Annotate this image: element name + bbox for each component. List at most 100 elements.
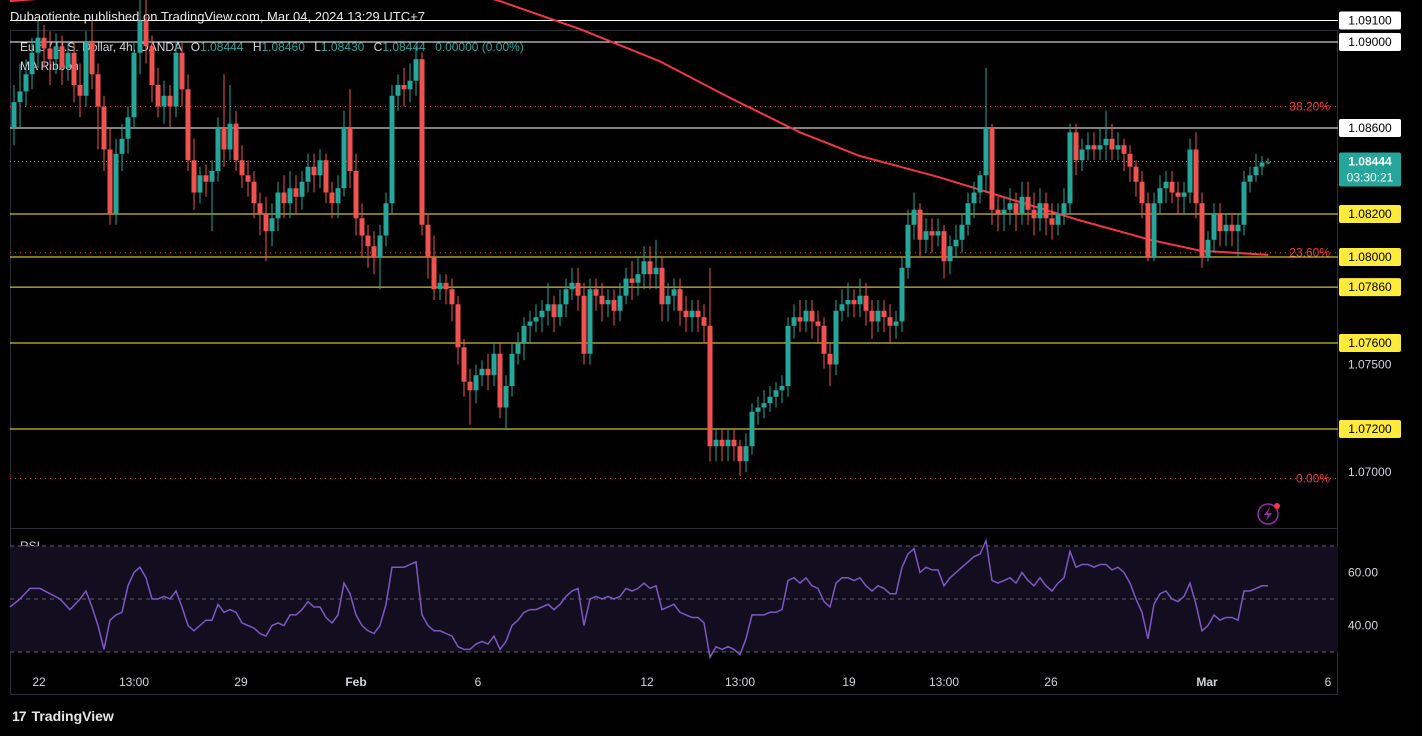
candle-body[interactable] — [587, 289, 593, 354]
candle-body[interactable] — [917, 209, 923, 240]
candle-body[interactable] — [401, 85, 407, 90]
candle-body[interactable] — [491, 353, 497, 376]
candle-body[interactable] — [353, 171, 359, 219]
pane-separator[interactable] — [10, 528, 1338, 529]
candle-body[interactable] — [983, 128, 989, 176]
candle-body[interactable] — [479, 368, 485, 376]
candle-body[interactable] — [1247, 175, 1253, 182]
candle-body[interactable] — [605, 300, 611, 305]
candle-body[interactable] — [251, 181, 257, 204]
candle-body[interactable] — [119, 138, 125, 154]
candle-body[interactable] — [1187, 149, 1193, 193]
candle-body[interactable] — [59, 46, 65, 68]
candle-body[interactable] — [1025, 196, 1031, 210]
candle-body[interactable] — [671, 289, 677, 296]
candle-body[interactable] — [437, 282, 443, 290]
candle-body[interactable] — [719, 439, 725, 447]
candle-body[interactable] — [149, 46, 155, 85]
candle-body[interactable] — [905, 224, 911, 268]
rsi-line[interactable] — [9, 538, 1268, 660]
candle-body[interactable] — [887, 317, 893, 326]
candle-body[interactable] — [497, 353, 503, 408]
candle-body[interactable] — [767, 396, 773, 404]
candle-body[interactable] — [125, 117, 131, 139]
candle-body[interactable] — [113, 153, 119, 214]
candle-body[interactable] — [395, 85, 401, 96]
candle-body[interactable] — [563, 289, 569, 305]
candle-body[interactable] — [1253, 166, 1259, 176]
candle-body[interactable] — [1229, 224, 1235, 232]
candle-body[interactable] — [185, 89, 191, 161]
candle-body[interactable] — [755, 407, 761, 412]
candle-body[interactable] — [173, 52, 179, 107]
candle-body[interactable] — [281, 192, 287, 204]
alert-lightning-icon[interactable] — [1257, 503, 1279, 525]
candle-body[interactable] — [263, 214, 269, 232]
candle-body[interactable] — [233, 123, 239, 161]
candle-body[interactable] — [107, 149, 113, 215]
candle-body[interactable] — [779, 386, 785, 391]
candle-body[interactable] — [419, 59, 425, 225]
candle-body[interactable] — [707, 325, 713, 447]
candle-body[interactable] — [1061, 203, 1067, 214]
candle-body[interactable] — [521, 325, 527, 343]
candle-body[interactable] — [287, 188, 293, 204]
candle-body[interactable] — [935, 231, 941, 236]
candle-body[interactable] — [599, 295, 605, 305]
candle-body[interactable] — [1073, 132, 1079, 161]
candle-body[interactable] — [203, 175, 209, 182]
candle-body[interactable] — [389, 95, 395, 204]
candle-body[interactable] — [569, 282, 575, 290]
candle-body[interactable] — [101, 106, 107, 150]
candle-body[interactable] — [341, 128, 347, 189]
tradingview-brand[interactable]: 17 TradingView — [12, 708, 114, 724]
candle-body[interactable] — [215, 128, 221, 171]
candle-body[interactable] — [293, 188, 299, 197]
candle-body[interactable] — [509, 353, 515, 386]
candle-body[interactable] — [545, 304, 551, 311]
candle-body[interactable] — [857, 295, 863, 305]
candle-body[interactable] — [1199, 203, 1205, 257]
candle-body[interactable] — [95, 74, 101, 107]
candle-body[interactable] — [191, 160, 197, 193]
candle-body[interactable] — [1043, 203, 1049, 219]
candle-body[interactable] — [701, 317, 707, 326]
candle-body[interactable] — [227, 123, 233, 150]
candle-body[interactable] — [629, 278, 635, 283]
candle-body[interactable] — [47, 48, 53, 60]
candle-body[interactable] — [425, 224, 431, 257]
candle-body[interactable] — [359, 218, 365, 236]
candle-body[interactable] — [449, 289, 455, 305]
candle-body[interactable] — [473, 375, 479, 391]
candle-body[interactable] — [221, 128, 227, 150]
candle-body[interactable] — [131, 52, 137, 118]
candle-body[interactable] — [791, 317, 797, 326]
candle-body[interactable] — [1013, 203, 1019, 214]
candle-body[interactable] — [53, 46, 59, 60]
candle-body[interactable] — [695, 310, 701, 318]
candle-body[interactable] — [311, 166, 317, 176]
candle-body[interactable] — [1097, 145, 1103, 150]
candle-body[interactable] — [527, 321, 533, 326]
candle-body[interactable] — [1193, 149, 1199, 204]
candle-body[interactable] — [1241, 181, 1247, 225]
candle-body[interactable] — [371, 246, 377, 257]
candle-body[interactable] — [1091, 145, 1097, 150]
candle-body[interactable] — [749, 411, 755, 447]
candle-body[interactable] — [881, 310, 887, 318]
candle-body[interactable] — [947, 246, 953, 262]
candle-body[interactable] — [731, 439, 737, 447]
candle-body[interactable] — [803, 310, 809, 322]
candle-body[interactable] — [1049, 218, 1055, 225]
candle-body[interactable] — [1265, 162, 1271, 164]
candle-body[interactable] — [971, 192, 977, 204]
candle-body[interactable] — [641, 261, 647, 275]
candle-body[interactable] — [593, 289, 599, 296]
candle-body[interactable] — [665, 295, 671, 305]
candle-body[interactable] — [929, 231, 935, 236]
candle-body[interactable] — [443, 282, 449, 290]
candle-body[interactable] — [1079, 149, 1085, 161]
candle-body[interactable] — [335, 188, 341, 204]
candle-body[interactable] — [851, 300, 857, 305]
candle-body[interactable] — [239, 160, 245, 176]
